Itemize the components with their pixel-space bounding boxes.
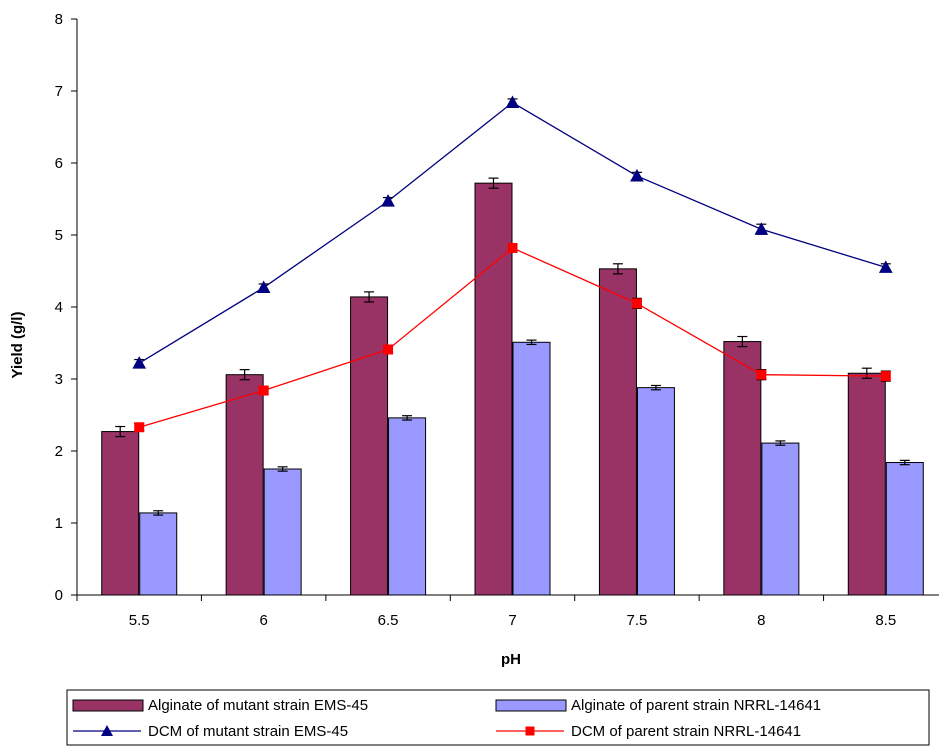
triangle-marker [101, 725, 113, 736]
square-marker [258, 385, 269, 396]
square-marker [134, 422, 145, 433]
plot-area [101, 95, 924, 596]
legend-swatch [495, 699, 567, 712]
legend-label: DCM of mutant strain EMS-45 [148, 723, 348, 740]
y-axis: 0 1 2 3 4 5 6 7 8 [55, 11, 78, 604]
bar-parent-alginate [636, 387, 675, 596]
bar-parent-alginate [263, 468, 302, 596]
square-marker [525, 726, 535, 736]
square-marker [383, 344, 394, 355]
x-tick-label: 7.5 [626, 612, 647, 629]
square-marker [631, 298, 642, 309]
legend: Alginate of mutant strain EMS-45 Alginate… [66, 689, 930, 746]
bar-mutant-alginate [723, 341, 762, 596]
legend-item-mutant-dcm: DCM of mutant strain EMS-45 [73, 723, 348, 740]
legend-frame [66, 689, 930, 746]
y-tick-label: 6 [55, 155, 63, 172]
bar-parent-alginate [388, 417, 427, 596]
y-tick-label: 1 [55, 515, 63, 532]
triangle-marker [381, 194, 395, 207]
triangle-marker [630, 168, 644, 182]
bar-parent-alginate [139, 512, 178, 596]
x-tick-label: 8.5 [875, 612, 896, 629]
bar-mutant-alginate [101, 431, 140, 596]
bar-parent-alginate [761, 442, 800, 596]
bar-mutant-alginate [474, 182, 513, 596]
legend-item-parent-dcm: DCM of parent strain NRRL-14641 [496, 723, 801, 740]
x-axis: 5.5 6 6.5 7 7.5 8 8.5 [76, 594, 939, 629]
x-axis-title: pH [501, 651, 521, 668]
legend-swatch [72, 699, 144, 712]
bar-mutant-alginate [225, 374, 264, 596]
x-tick-label: 6.5 [378, 612, 399, 629]
triangle-marker [878, 260, 893, 273]
triangle-marker [256, 280, 271, 294]
triangle-marker [754, 222, 769, 235]
legend-label: Alginate of parent strain NRRL-14641 [571, 697, 821, 714]
legend-label: DCM of parent strain NRRL-14641 [571, 723, 801, 740]
y-tick-label: 0 [55, 587, 63, 604]
triangle-marker [132, 356, 147, 369]
square-marker [756, 369, 767, 380]
y-axis-title: Yield (g/l) [9, 312, 26, 379]
square-marker [507, 242, 518, 253]
bar-mutant-alginate [847, 372, 886, 596]
y-tick-label: 7 [55, 83, 63, 100]
bar-mutant-alginate [350, 296, 389, 596]
y-tick-label: 3 [55, 371, 63, 388]
y-tick-label: 8 [55, 11, 63, 28]
bar-parent-alginate [512, 341, 551, 596]
x-tick-label: 5.5 [129, 612, 150, 629]
bar-parent-alginate [885, 462, 924, 596]
x-tick-label: 8 [757, 612, 765, 629]
bar-mutant-alginate [598, 268, 637, 596]
y-tick-label: 2 [55, 443, 63, 460]
square-marker [880, 371, 891, 382]
x-tick-label: 7 [508, 612, 516, 629]
y-tick-label: 4 [55, 299, 63, 316]
legend-label: Alginate of mutant strain EMS-45 [148, 697, 368, 714]
x-tick-label: 6 [259, 612, 267, 629]
legend-item-mutant-alginate: Alginate of mutant strain EMS-45 [72, 697, 368, 714]
legend-item-parent-alginate: Alginate of parent strain NRRL-14641 [495, 697, 821, 714]
y-tick-label: 5 [55, 227, 63, 244]
triangle-marker [505, 95, 520, 109]
